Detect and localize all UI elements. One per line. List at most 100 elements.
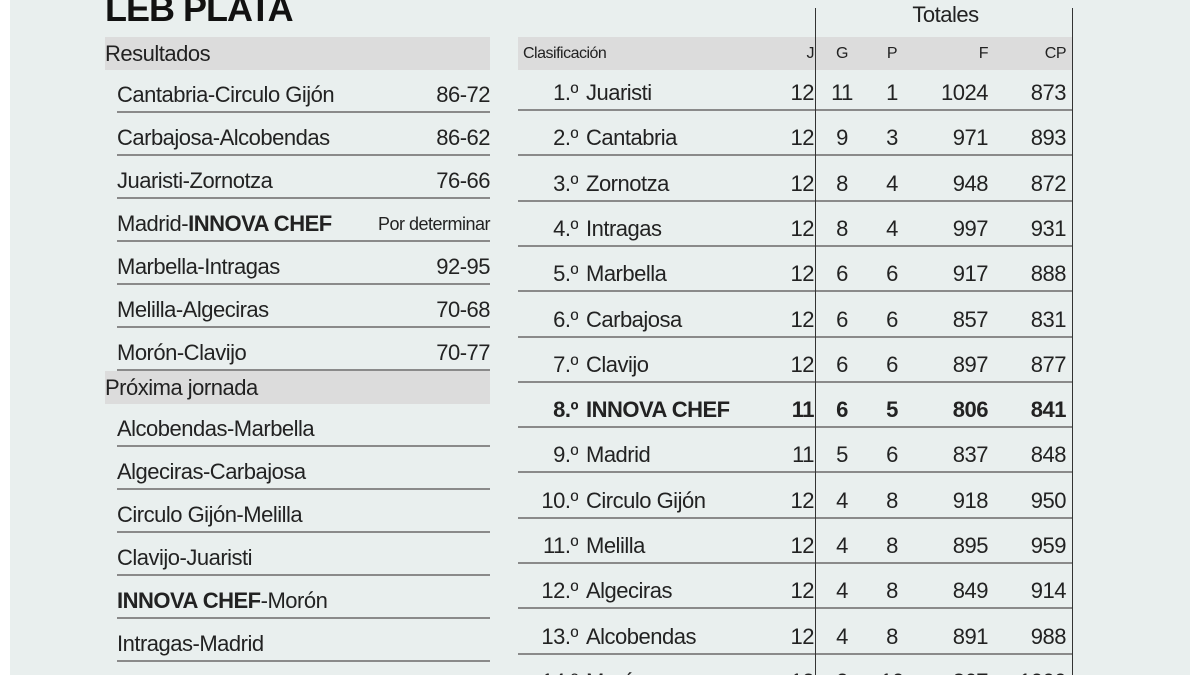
losses: 6 (886, 261, 898, 287)
points-against: 914 (1030, 578, 1066, 604)
team-name: Melilla (586, 533, 645, 558)
wins: 2 (820, 669, 864, 675)
team-name: Circulo Gijón (586, 487, 706, 513)
team-name: Algeciras (586, 578, 672, 604)
games-played: 11 (791, 397, 814, 423)
wins: 4 (836, 487, 848, 513)
games-played: 11 (792, 442, 814, 468)
match-prefix: Madrid- (117, 211, 189, 236)
wins: 8 (836, 170, 848, 196)
points-against: 988 (1030, 623, 1066, 649)
games-played: 12 (790, 80, 814, 105)
wins: 8 (836, 215, 848, 241)
points-for: 997 (952, 215, 988, 241)
standings-row: 1.º Juaristi 12 11 1 1024 873 (518, 66, 1073, 111)
losses: 8 (886, 487, 898, 513)
position: 4.º (553, 215, 578, 241)
points-against: 848 (1030, 442, 1066, 468)
position: 11.º (543, 533, 578, 558)
points-for: 806 (952, 397, 988, 423)
col-g: G (836, 45, 848, 62)
fixtures-list: Alcobendas-Marbella Algeciras-Carbajosa Ci… (105, 404, 490, 675)
games-played: 12 (790, 533, 814, 558)
losses: 8 (886, 578, 898, 604)
position: 10.º (541, 487, 578, 513)
position: 12.º (541, 578, 578, 604)
standings-row: 2.º Cantabria 12 9 3 971 893 (518, 111, 1073, 157)
losses: 1 (886, 80, 898, 105)
result-score: 92-95 (436, 254, 490, 279)
points-against: 931 (1030, 215, 1066, 241)
points-for: 867 (920, 669, 988, 675)
match-label: Cantabria-Circulo Gijón (117, 82, 335, 107)
points-for: 917 (952, 261, 988, 287)
fixture-row: Algeciras-Carbajosa (117, 447, 490, 490)
fixture-row: Zornotza-Cantabria (117, 662, 490, 675)
team-name: Cantabria (586, 125, 677, 151)
wins: 11 (831, 80, 853, 105)
team-name: Madrid (586, 442, 651, 468)
position: 2.º (553, 125, 578, 151)
games-played: 12 (790, 623, 814, 649)
standings-row: 8.º INNOVA CHEF 11 6 5 806 841 (518, 383, 1073, 429)
losses: 5 (886, 397, 898, 423)
page: LEB PLATA Resultados Cantabria-Circulo G… (10, 0, 1190, 675)
wins: 4 (836, 533, 848, 558)
match-label: Madrid-INNOVA CHEF (117, 211, 332, 237)
team-name: INNOVA CHEF (586, 397, 730, 423)
match-label: INNOVA CHEF-Morón (117, 588, 328, 614)
results-column: Resultados Cantabria-Circulo Gijón 86-72 C… (105, 37, 491, 675)
position: 6.º (553, 306, 578, 332)
result-score: Por determinar (377, 214, 491, 234)
games-played: 12 (790, 578, 814, 604)
points-against: 872 (1030, 170, 1066, 196)
wins: 4 (836, 578, 848, 604)
col-j: J (806, 45, 815, 62)
wins: 9 (836, 125, 848, 151)
games-played: 12 (790, 351, 814, 377)
points-for: 1024 (941, 80, 988, 105)
totals-label: Totales (912, 2, 979, 27)
result-row: Melilla-Algeciras 70-68 (117, 285, 490, 328)
points-for: 918 (952, 487, 988, 513)
col-p: P (886, 45, 898, 62)
fixture-row: Clavijo-Juaristi (117, 533, 490, 576)
match-label: Intragas-Madrid (117, 631, 264, 656)
results-heading: Resultados (105, 37, 490, 70)
divider (815, 8, 816, 675)
result-score: 86-62 (436, 125, 490, 150)
wins: 6 (836, 306, 848, 332)
points-for: 948 (952, 170, 988, 196)
points-for: 971 (952, 125, 988, 151)
standings-header: Clasificación J G P F CP (518, 37, 1073, 70)
games-played: 12 (790, 306, 814, 332)
result-row: Madrid-INNOVA CHEF Por determinar (117, 199, 491, 242)
match-label: Carbajosa-Alcobendas (117, 125, 330, 150)
position: 14.º (518, 669, 578, 675)
losses: 4 (886, 215, 898, 241)
standings-row: 5.º Marbella 12 6 6 917 888 (518, 247, 1073, 293)
team-name: Intragas (586, 215, 662, 241)
wins: 6 (836, 261, 848, 287)
section-title: LEB PLATA (105, 0, 294, 29)
next-round-heading: Próxima jornada (105, 371, 490, 404)
losses: 6 (886, 351, 898, 377)
result-row: Juaristi-Zornotza 76-66 (117, 156, 490, 199)
standings-row: 4.º Intragas 12 8 4 997 931 (518, 202, 1073, 247)
fixture-row: Alcobendas-Marbella (117, 404, 490, 447)
results-list: Cantabria-Circulo Gijón 86-72 Carbajosa-Al… (105, 70, 491, 371)
position: 5.º (553, 261, 578, 287)
team-name: Carbajosa (586, 306, 682, 332)
games-played: 12 (790, 261, 814, 287)
team-name: Juaristi (586, 80, 652, 105)
points-against: 950 (1030, 487, 1066, 513)
position: 8.º (553, 397, 578, 423)
games-played: 12 (790, 487, 814, 513)
points-for: 891 (952, 623, 988, 649)
match-label: Alcobendas-Marbella (117, 416, 315, 441)
fixture-row: Circulo Gijón-Melilla (117, 490, 490, 533)
result-row: Morón-Clavijo 70-77 (117, 328, 490, 371)
losses: 8 (886, 533, 898, 558)
points-for: 837 (952, 442, 988, 468)
result-score: 86-72 (436, 82, 490, 107)
